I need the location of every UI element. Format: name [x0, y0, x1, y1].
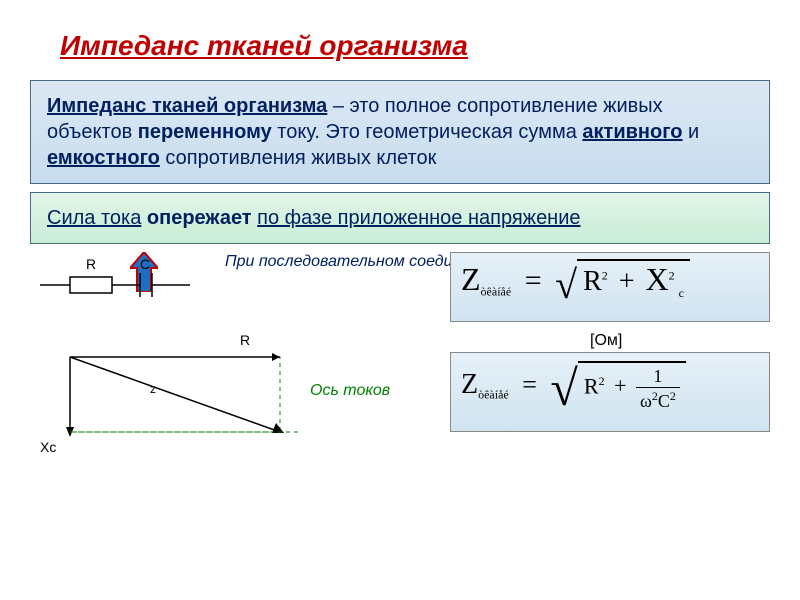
- def-t2: току. Это геометрическая сумма: [272, 121, 583, 143]
- f1-Xsub: с: [675, 286, 684, 300]
- vector-diagram: R z Xс: [40, 327, 300, 457]
- vector-z-label: z: [150, 382, 156, 396]
- f1-X: X: [646, 261, 669, 297]
- f2-C2: 2: [670, 389, 676, 403]
- def-link1: активного: [582, 121, 682, 143]
- circuit-R-label: R: [86, 257, 96, 272]
- f2-w: ω: [640, 391, 652, 411]
- f2-R: R: [584, 373, 599, 398]
- def-link2: емкостного: [47, 147, 160, 169]
- vector-Xc-label: Xс: [40, 439, 56, 455]
- f1-R2: 2: [602, 269, 608, 283]
- f1-R: R: [583, 266, 602, 297]
- axis-label: Ось токов: [310, 382, 390, 400]
- formula-2: Zòêàíåé = √ R2 + 1 ω2C2: [450, 352, 770, 432]
- phase-box: Сила тока опережает по фазе приложенное …: [30, 192, 770, 244]
- f2-Z: Z: [461, 369, 478, 400]
- def-b1: переменному: [138, 121, 272, 143]
- f2-R2: 2: [599, 374, 605, 388]
- phase-t1: Сила тока: [47, 207, 141, 229]
- def-t4: сопротивления живых клеток: [160, 147, 436, 169]
- page-title: Импеданс тканей организма: [0, 0, 800, 72]
- diagram-area: При последовательном соединении Ось токо…: [30, 252, 770, 472]
- phase-b1: опережает: [141, 207, 257, 229]
- def-t3: и: [683, 121, 700, 143]
- phase-t2: по фазе приложенное напряжение: [257, 207, 580, 229]
- f2-C: C: [658, 391, 670, 411]
- circuit-C-label: C: [140, 257, 150, 272]
- f2-Zsub: òêàíåé: [478, 387, 509, 401]
- f1-Zsub: òêàíåé: [481, 284, 512, 298]
- formula-1: Zòêàíåé = √ R2 + X2с: [450, 252, 770, 322]
- f1-X2: 2: [669, 269, 675, 283]
- circuit-diagram: R C: [40, 257, 210, 307]
- f2-num: 1: [636, 367, 680, 388]
- ohm-label: [Ом]: [590, 332, 622, 350]
- vector-R-label: R: [240, 332, 250, 348]
- definition-box: Импеданс тканей организма – это полное с…: [30, 80, 770, 184]
- def-term: Импеданс тканей организма: [47, 95, 327, 117]
- f1-Z: Z: [461, 261, 481, 297]
